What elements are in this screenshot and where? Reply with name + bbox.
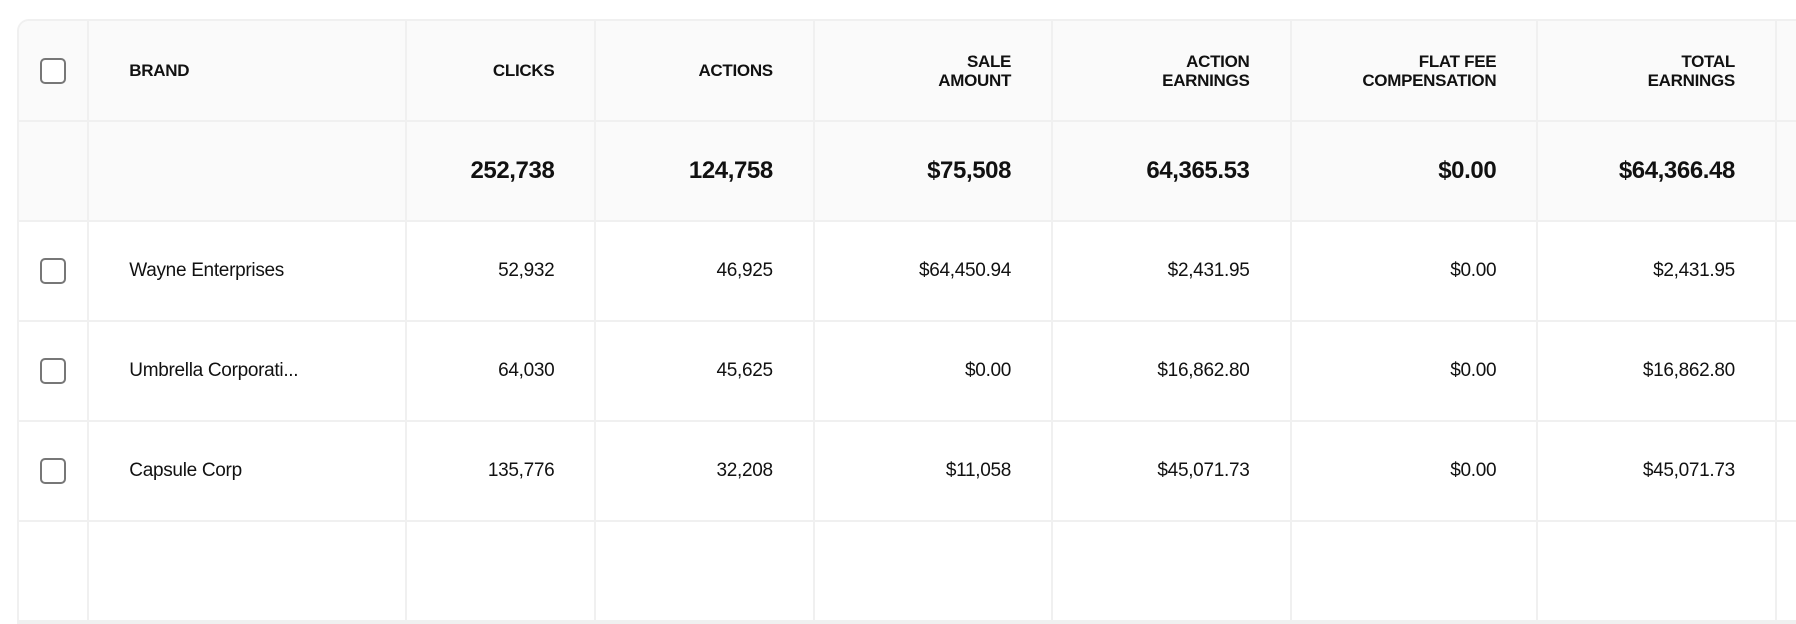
select-all-checkbox[interactable] (40, 57, 67, 84)
clicks-cell: 64,030 (405, 320, 597, 422)
total-action-earnings: 64,365.53 (1051, 120, 1292, 222)
column-header-total-earnings[interactable]: TOTAL EARNINGS (1536, 21, 1777, 122)
action-earnings-cell: $45,071.73 (1051, 420, 1292, 522)
header-line: FLAT FEE (1418, 51, 1497, 71)
header-line: EARNINGS (1162, 70, 1250, 90)
brand-report-table: BRAND CLICKS ACTIONS SALE AMOUNT ACTION EA… (17, 19, 1796, 624)
empty-cell (1774, 420, 1796, 522)
row-checkbox[interactable] (40, 458, 67, 484)
flat-fee-cell: $0.00 (1289, 420, 1539, 522)
brand-name[interactable]: Wayne Enterprises (87, 220, 408, 322)
empty-cell (87, 520, 408, 622)
row-checkbox[interactable] (40, 358, 67, 384)
empty-cell (1774, 220, 1796, 322)
totals-row: 252,738 124,758 $75,508 64,365.53 $0.00 … (19, 120, 1796, 222)
empty-cell (812, 520, 1054, 622)
total-earnings-cell: $2,431.95 (1536, 220, 1777, 322)
row-select-cell (19, 320, 90, 422)
empty-cell (1289, 520, 1539, 622)
empty-cell (19, 120, 90, 222)
total-total-earnings: $64,366.48 (1536, 120, 1777, 222)
row-select-cell (19, 220, 90, 322)
header-row: BRAND CLICKS ACTIONS SALE AMOUNT ACTION EA… (19, 21, 1796, 122)
table-row: Wayne Enterprises 52,932 46,925 $64,450.… (19, 220, 1796, 322)
clicks-cell: 52,932 (405, 220, 597, 322)
empty-cell (1774, 120, 1796, 222)
total-earnings-cell: $16,862.80 (1536, 320, 1777, 422)
sale-amount-cell: $0.00 (812, 320, 1054, 422)
empty-cell (1536, 520, 1777, 622)
column-header-sale-amount[interactable]: SALE AMOUNT (812, 21, 1054, 122)
empty-cell (594, 520, 815, 622)
total-sale-amount: $75,508 (812, 120, 1054, 222)
flat-fee-cell: $0.00 (1289, 320, 1539, 422)
empty-cell (1774, 520, 1796, 622)
action-earnings-cell: $2,431.95 (1051, 220, 1292, 322)
total-flat-fee: $0.00 (1289, 120, 1539, 222)
header-line: SALE (966, 51, 1012, 71)
empty-cell (1051, 520, 1292, 622)
total-actions: 124,758 (594, 120, 815, 222)
column-header-brand[interactable]: BRAND (87, 21, 408, 122)
column-header-action-earnings[interactable]: ACTION EARNINGS (1051, 21, 1292, 122)
empty-cell (19, 520, 90, 622)
column-header-flat-fee[interactable]: FLAT FEE COMPENSATION (1289, 21, 1539, 122)
actions-cell: 45,625 (594, 320, 815, 422)
total-clicks: 252,738 (405, 120, 597, 222)
flat-fee-cell: $0.00 (1289, 220, 1539, 322)
column-header-overflow (1774, 21, 1796, 122)
header-line: AMOUNT (938, 70, 1012, 90)
table-row-partial (19, 520, 1796, 622)
sale-amount-cell: $11,058 (812, 420, 1054, 522)
header-line: TOTAL (1681, 51, 1735, 71)
column-header-actions[interactable]: ACTIONS (594, 21, 815, 122)
empty-cell (405, 520, 597, 622)
clicks-cell: 135,776 (405, 420, 597, 522)
action-earnings-cell: $16,862.80 (1051, 320, 1292, 422)
header-line: ACTION (1186, 51, 1250, 71)
header-line: EARNINGS (1647, 70, 1736, 90)
column-header-clicks[interactable]: CLICKS (405, 21, 597, 122)
row-checkbox[interactable] (40, 258, 67, 284)
brand-name[interactable]: Umbrella Corporati... (87, 320, 408, 422)
select-all-cell (19, 21, 90, 122)
actions-cell: 32,208 (594, 420, 815, 522)
brand-name[interactable]: Capsule Corp (87, 420, 408, 522)
sale-amount-cell: $64,450.94 (812, 220, 1054, 322)
row-select-cell (19, 420, 90, 522)
actions-cell: 46,925 (594, 220, 815, 322)
empty-cell (87, 120, 408, 222)
total-earnings-cell: $45,071.73 (1536, 420, 1777, 522)
header-line: COMPENSATION (1362, 70, 1497, 90)
table-row: Umbrella Corporati... 64,030 45,625 $0.0… (19, 320, 1796, 422)
empty-cell (1774, 320, 1796, 422)
table-row: Capsule Corp 135,776 32,208 $11,058 $45,… (19, 420, 1796, 522)
